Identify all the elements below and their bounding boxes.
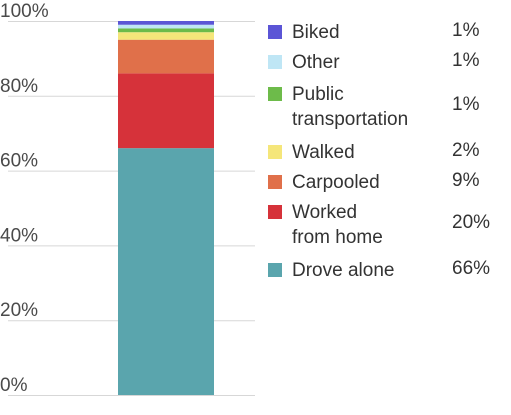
legend: Biked 1% Other 1% Public transportation 1% Wal…: [268, 0, 511, 415]
legend-value: 1%: [452, 20, 480, 41]
bar-segment: [118, 39, 214, 74]
legend-swatch: [268, 263, 282, 277]
legend-item: Carpooled 9%: [268, 170, 508, 195]
bar-segment: [118, 21, 214, 25]
bar-segment: [118, 32, 214, 40]
y-axis-ticks: 0% 20% 40% 60% 80% 100%: [0, 1, 49, 396]
legend-item: Other 1%: [268, 50, 508, 75]
bar-segment: [118, 73, 214, 149]
legend-value: 66%: [452, 258, 491, 279]
legend-label: Drove alone: [292, 260, 395, 281]
legend-item: Walked 2%: [268, 140, 508, 165]
legend-label: Public transportation: [292, 84, 409, 130]
legend-value: 20%: [452, 212, 491, 233]
y-tick-label: 100%: [0, 1, 49, 22]
legend-swatch: [268, 25, 282, 39]
legend-label: Worked from home: [292, 202, 383, 248]
legend-item: Biked 1%: [268, 20, 508, 45]
legend-item: Drove alone 66%: [268, 258, 508, 283]
legend-swatch: [268, 55, 282, 69]
bar-segment: [118, 24, 214, 29]
legend-swatch: [268, 87, 282, 101]
bar-segment: [118, 28, 214, 33]
bar-segments: [118, 21, 214, 395]
legend-label: Walked: [292, 142, 355, 163]
legend-label: Biked: [292, 22, 340, 43]
y-tick-label: 80%: [0, 76, 38, 97]
legend-value: 1%: [452, 94, 480, 115]
legend-item: Public transportation 1%: [268, 82, 508, 132]
legend-label: Carpooled: [292, 172, 380, 193]
legend-swatch: [268, 145, 282, 159]
legend-swatch: [268, 205, 282, 219]
y-tick-label: 60%: [0, 151, 38, 172]
legend-label: Other: [292, 52, 340, 73]
legend-value: 2%: [452, 140, 480, 161]
legend-value: 1%: [452, 50, 480, 71]
y-tick-label: 40%: [0, 225, 38, 246]
legend-swatch: [268, 175, 282, 189]
legend-item: Worked from home 20%: [268, 200, 508, 250]
bar-segment: [118, 148, 214, 395]
legend-value: 9%: [452, 170, 480, 191]
stacked-bar-chart: 0% 20% 40% 60% 80% 100%: [0, 1, 255, 396]
y-tick-label: 20%: [0, 300, 38, 321]
y-tick-label: 0%: [0, 375, 28, 396]
